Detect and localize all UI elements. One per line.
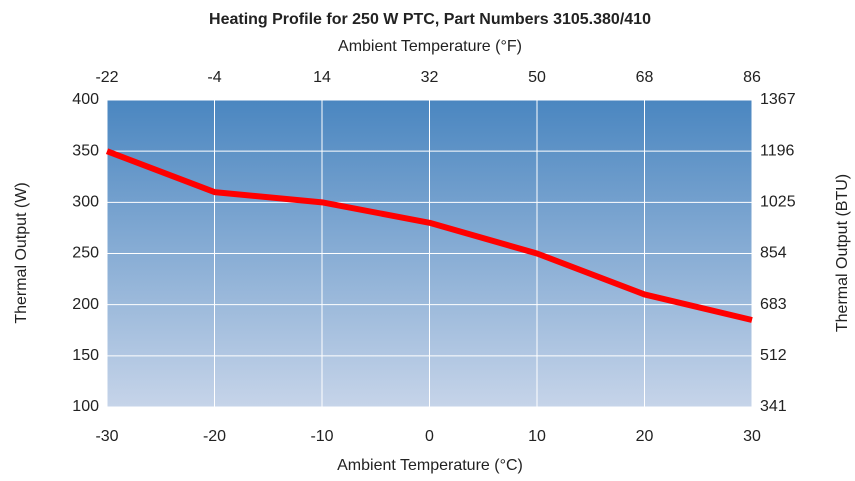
x-tick-label: -30	[95, 428, 118, 445]
y-tick-label: 150	[72, 347, 99, 364]
y-tick-label: 100	[72, 398, 99, 415]
x2-tick-label: -22	[95, 69, 118, 86]
y2-axis-label: Thermal Output (BTU)	[834, 174, 851, 332]
y-tick-label: 400	[72, 91, 99, 108]
data-line	[105, 148, 753, 323]
x2-tick-label: 86	[743, 69, 761, 86]
y2-tick-label: 1025	[760, 194, 796, 211]
x-tick-label: 30	[743, 428, 761, 445]
y-tick-label: 300	[72, 194, 99, 211]
x-tick-label: 20	[636, 428, 654, 445]
x-tick-label: 0	[425, 428, 434, 445]
x-axis-label: Ambient Temperature (°C)	[337, 457, 523, 474]
x2-tick-label: 32	[421, 69, 439, 86]
y-tick-label: 250	[72, 245, 99, 262]
y2-tick-label: 683	[760, 296, 787, 313]
x-tick-label: -10	[310, 428, 333, 445]
y-axis-label: Thermal Output (W)	[13, 182, 30, 323]
y2-tick-label: 1367	[760, 91, 796, 108]
x-tick-label: 10	[528, 428, 546, 445]
y-tick-label: 350	[72, 142, 99, 159]
x2-tick-label: 50	[528, 69, 546, 86]
x2-tick-label: 14	[313, 69, 331, 86]
x2-axis-label: Ambient Temperature (°F)	[338, 38, 522, 55]
y2-tick-label: 512	[760, 347, 787, 364]
y2-tick-label: 1196	[760, 142, 795, 159]
x2-tick-label: 68	[636, 69, 654, 86]
x-tick-label: -20	[203, 428, 226, 445]
y-tick-label: 200	[72, 296, 99, 313]
chart-title: Heating Profile for 250 W PTC, Part Numb…	[209, 11, 651, 28]
y2-tick-label: 341	[760, 398, 787, 415]
y2-tick-label: 854	[760, 245, 787, 262]
x2-tick-label: -4	[207, 69, 221, 86]
